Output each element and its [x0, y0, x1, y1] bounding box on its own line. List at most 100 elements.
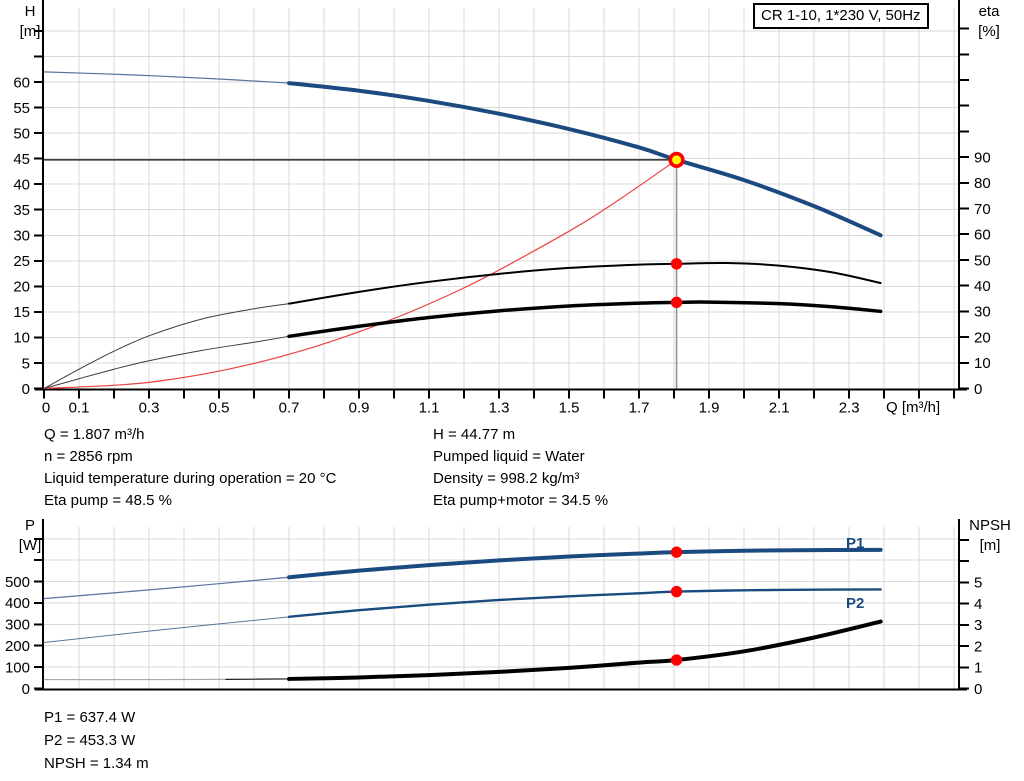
tick-marks-and-labels: 0 100 200 300 400 500 0 1 2 3 4 5 — [5, 537, 982, 698]
svg-text:25: 25 — [13, 253, 30, 270]
svg-text:500: 500 — [5, 574, 30, 591]
svg-text:30: 30 — [13, 228, 30, 245]
grid-horizontal — [44, 538, 958, 668]
q-axis-title: Q [m³/h] — [886, 399, 941, 416]
svg-text:1.3: 1.3 — [489, 400, 510, 417]
operating-info-left: Q = 1.807 m³/h n = 2856 rpm Liquid tempe… — [44, 424, 336, 512]
eta-pump-motor-curve — [287, 300, 883, 339]
npsh-axis-symbol: NPSH — [969, 517, 1011, 534]
svg-text:0: 0 — [42, 400, 50, 417]
curve-point-marker — [670, 654, 683, 666]
svg-text:200: 200 — [5, 638, 30, 655]
svg-text:35: 35 — [13, 202, 30, 219]
svg-text:0.5: 0.5 — [209, 400, 230, 417]
svg-text:90: 90 — [974, 149, 991, 166]
svg-text:50: 50 — [13, 125, 30, 142]
svg-text:0.1: 0.1 — [69, 400, 90, 417]
info-line-npsh: NPSH = 1.34 m — [44, 755, 149, 772]
info-line-p1: P1 = 637.4 W — [44, 709, 136, 726]
info-line-head: H = 44.77 m — [433, 426, 516, 443]
power-npsh-info: P1 = 637.4 W P2 = 453.3 W NPSH = 1.34 m — [44, 706, 149, 775]
svg-text:0: 0 — [22, 681, 30, 698]
svg-text:2.3: 2.3 — [839, 400, 860, 417]
svg-text:400: 400 — [5, 595, 30, 612]
svg-text:4: 4 — [974, 596, 982, 613]
svg-text:0: 0 — [22, 381, 30, 398]
eta-pump-extension — [43, 303, 290, 389]
svg-text:50: 50 — [974, 252, 991, 269]
pump-model-box: CR 1-10, 1*230 V, 50Hz — [753, 3, 929, 29]
npsh-curve — [287, 619, 883, 681]
curve-point-marker — [670, 546, 683, 558]
info-line-density: Density = 998.2 kg/m³ — [433, 470, 580, 487]
eta-axis-unit: [%] — [978, 23, 1000, 40]
info-line-temperature: Liquid temperature during operation = 20… — [44, 470, 337, 487]
bottom-chart: 0 100 200 300 400 500 0 1 2 3 4 5 — [5, 519, 982, 698]
svg-text:1.1: 1.1 — [419, 400, 440, 417]
svg-text:40: 40 — [974, 278, 991, 295]
svg-text:100: 100 — [5, 659, 30, 676]
p-axis-symbol: P — [24, 517, 35, 534]
svg-text:55: 55 — [13, 100, 30, 117]
svg-text:10: 10 — [974, 355, 991, 372]
svg-text:3: 3 — [974, 617, 982, 634]
curve-point-marker — [670, 296, 683, 309]
curve-point-marker — [670, 585, 683, 598]
svg-text:15: 15 — [13, 304, 30, 321]
svg-text:10: 10 — [13, 330, 30, 347]
info-line-eta-pump-motor: Eta pump+motor = 34.5 % — [433, 492, 609, 509]
svg-text:20: 20 — [13, 279, 30, 296]
svg-text:60: 60 — [13, 74, 30, 91]
svg-text:300: 300 — [5, 617, 30, 634]
h-axis-unit-label: H [m] — [6, 2, 54, 42]
npsh-axis-unit-label: NPSH [m] — [958, 516, 1022, 556]
svg-text:0: 0 — [974, 381, 982, 398]
h-axis-symbol: H — [24, 3, 36, 20]
svg-text:80: 80 — [974, 175, 991, 192]
eta-pump-motor-extension — [43, 335, 290, 389]
p-axis-unit-label: P [W] — [6, 516, 54, 556]
svg-text:2.1: 2.1 — [769, 400, 790, 417]
npsh-axis-unit: [m] — [979, 537, 1001, 554]
svg-text:2: 2 — [974, 638, 982, 655]
svg-text:30: 30 — [974, 304, 991, 321]
svg-text:0.3: 0.3 — [139, 400, 160, 417]
svg-text:5: 5 — [22, 355, 30, 372]
grid-vertical — [78, 8, 955, 389]
grid-horizontal — [44, 30, 958, 364]
svg-text:0: 0 — [974, 681, 982, 698]
duty-point-marker — [668, 151, 685, 168]
top-chart: 0 5 10 15 20 25 30 35 40 45 50 55 60 0 10 20 30 40 50 60 70 8… — [13, 0, 991, 417]
svg-text:1: 1 — [974, 660, 982, 677]
p-axis-unit: [W] — [18, 537, 42, 554]
svg-text:1.9: 1.9 — [699, 400, 720, 417]
p1-curve — [287, 547, 883, 580]
eta-pump-curve — [288, 261, 882, 305]
curve-point-marker — [670, 258, 683, 270]
svg-text:20: 20 — [974, 329, 991, 346]
system-curve — [43, 159, 678, 390]
svg-text:70: 70 — [974, 201, 991, 218]
svg-text:5: 5 — [974, 575, 982, 592]
tick-marks-and-labels: 0 5 10 15 20 25 30 35 40 45 50 55 60 0 10 20 30 40 50 60 70 8… — [13, 27, 991, 417]
p2-extension — [43, 616, 290, 644]
info-line-eta-pump: Eta pump = 48.5 % — [44, 492, 172, 509]
p2-curve — [287, 588, 882, 619]
svg-text:0.9: 0.9 — [349, 400, 370, 417]
p2-curve-label: P2 — [846, 595, 865, 612]
svg-text:1.5: 1.5 — [559, 400, 580, 417]
p1-curve-label: P1 — [846, 535, 865, 552]
operating-info-right: H = 44.77 m Pumped liquid = Water Densit… — [433, 424, 608, 512]
info-line-p2: P2 = 453.3 W — [44, 732, 136, 749]
p1-extension — [43, 576, 290, 600]
svg-text:60: 60 — [974, 227, 991, 244]
info-line-liquid: Pumped liquid = Water — [433, 448, 585, 465]
svg-text:45: 45 — [13, 151, 30, 168]
svg-text:0.7: 0.7 — [279, 400, 300, 417]
eta-axis-unit-label: eta [%] — [960, 2, 1018, 42]
info-line-q: Q = 1.807 m³/h — [44, 426, 145, 443]
axes — [35, 519, 967, 691]
axes — [35, 0, 967, 391]
svg-text:40: 40 — [13, 177, 30, 194]
